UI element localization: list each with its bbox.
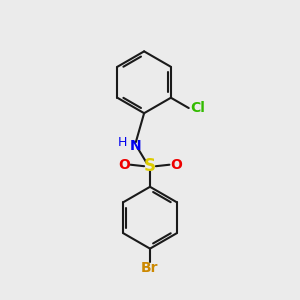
Text: Cl: Cl [190, 101, 205, 115]
Text: N: N [130, 139, 141, 153]
Text: H: H [118, 136, 128, 148]
Text: Br: Br [141, 261, 159, 275]
Text: O: O [170, 158, 182, 172]
Text: S: S [144, 157, 156, 175]
Text: O: O [118, 158, 130, 172]
